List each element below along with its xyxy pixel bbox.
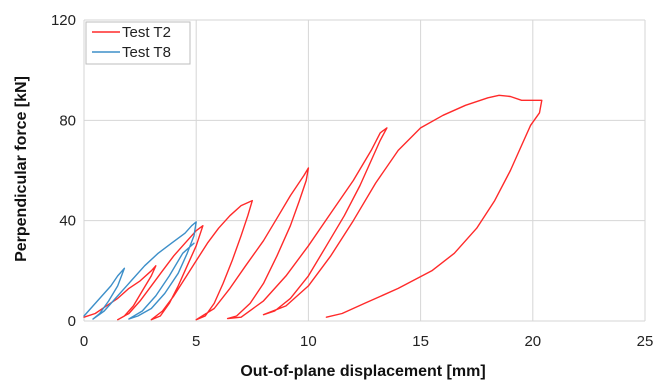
grid: [84, 19, 646, 321]
x-tick-label: 25: [637, 333, 654, 350]
y-tick-label: 0: [68, 313, 76, 330]
y-axis-title: Perpendicular force [kN]: [13, 76, 30, 262]
y-tick-label: 80: [59, 112, 76, 129]
axes: [83, 20, 645, 322]
x-tick-label: 20: [524, 333, 541, 350]
x-axis-title: Out-of-plane displacement [mm]: [240, 363, 485, 380]
x-tick-label: 5: [192, 333, 200, 350]
y-tick-label: 40: [59, 213, 76, 230]
tick-labels: 0 5 10 15 20 25 0 40 80 120: [51, 12, 653, 350]
x-tick-label: 0: [80, 333, 88, 350]
legend: Test T2 Test T8: [85, 21, 191, 65]
x-tick-label: 15: [412, 333, 429, 350]
series-line-test-t8: [83, 221, 197, 320]
legend-label-test-t2: Test T2: [122, 24, 171, 41]
series-line-test-t2: [83, 94, 543, 321]
legend-label-test-t8: Test T8: [122, 44, 171, 61]
x-tick-label: 10: [300, 333, 317, 350]
y-tick-label: 120: [51, 12, 76, 29]
series-layer: [83, 94, 543, 321]
legend-box: [85, 21, 191, 65]
